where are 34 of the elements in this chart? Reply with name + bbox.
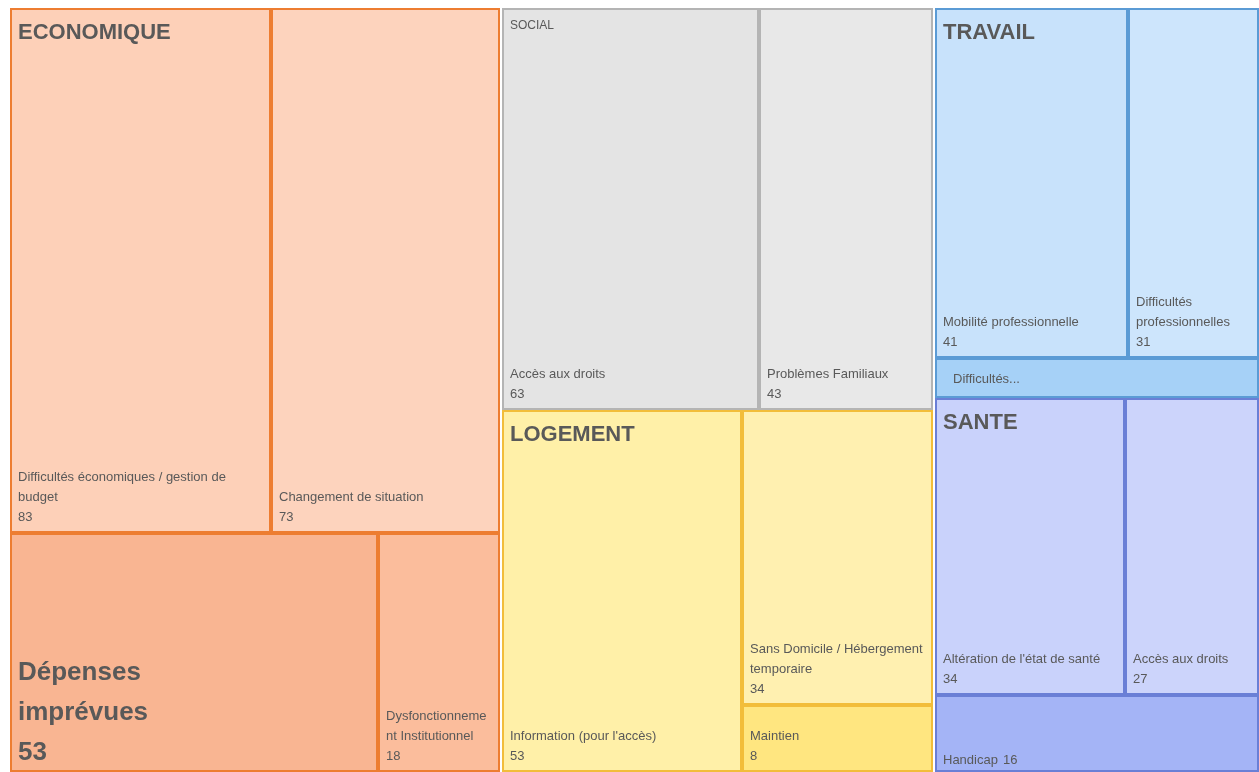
- data-label: 63: [510, 386, 525, 401]
- category-label: Dysfonctionnement Institutionnel: [386, 708, 487, 743]
- category-label: Accès aux droits: [510, 366, 606, 381]
- category-label: Sans Domicile / Hébergement temporaire: [750, 641, 924, 676]
- data-label: 83: [18, 509, 33, 524]
- data-label: 53: [510, 748, 525, 763]
- category-label: Mobilité professionnelle: [943, 314, 1079, 329]
- data-label: 73: [279, 509, 294, 524]
- data-label: 27: [1133, 671, 1148, 686]
- series-label: SANTE: [943, 409, 1018, 435]
- data-label: 8: [750, 748, 758, 763]
- series-label: SOCIAL: [510, 18, 555, 33]
- category-label: Dépenses imprévues: [18, 656, 149, 726]
- series-label: LOGEMENT: [510, 421, 636, 447]
- series-label: ECONOMIQUE: [18, 19, 171, 45]
- category-label: Changement de situation: [279, 489, 424, 504]
- category-label: Difficultés économiques / gestion de budget: [18, 469, 226, 504]
- category-label: Maintien: [750, 728, 800, 743]
- category-label: Problèmes Familiaux: [767, 366, 889, 381]
- data-label: 53: [18, 736, 47, 766]
- category-label: Altération de l'état de santé: [943, 651, 1101, 666]
- category-label: Information (pour l'accès): [510, 728, 657, 743]
- data-label: 18: [386, 748, 401, 763]
- category-label: Accès aux droits: [1133, 651, 1229, 666]
- data-label: 31: [1136, 334, 1151, 349]
- category-label: Difficultés professionnelles: [1136, 294, 1231, 329]
- category-label: Handicap: [943, 752, 998, 767]
- data-label: 34: [943, 671, 958, 686]
- data-label: 34: [750, 681, 765, 696]
- data-label: 43: [767, 386, 782, 401]
- series-label: TRAVAIL: [943, 19, 1036, 45]
- category-label: Difficultés...: [953, 371, 1020, 386]
- data-label: 16: [1002, 752, 1018, 767]
- data-label: 41: [943, 334, 958, 349]
